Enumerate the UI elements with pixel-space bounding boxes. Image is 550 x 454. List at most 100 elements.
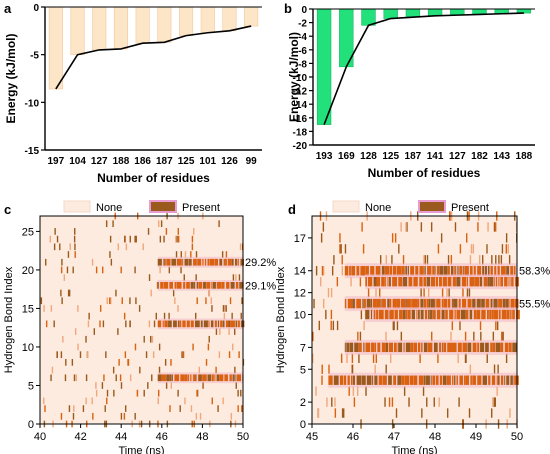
hbond-event [506, 375, 510, 385]
hbond-event [372, 298, 377, 309]
hbond-event [117, 328, 119, 335]
hbond-event [211, 305, 213, 312]
hbond-event [237, 320, 240, 328]
hbond-event [448, 287, 450, 298]
hbond-event [312, 331, 314, 342]
hbond-event [61, 297, 63, 305]
hbond-event [222, 320, 225, 328]
hbond-event [491, 309, 494, 320]
x-tick-label: 48 [429, 431, 441, 443]
bar [222, 6, 237, 32]
hbond-event [380, 298, 382, 309]
hbond-event [497, 364, 499, 374]
hbond-event [207, 374, 212, 382]
hbond-event [198, 281, 203, 289]
hbond-event [401, 375, 405, 385]
hbond-event [356, 386, 359, 396]
hbond-event [176, 258, 182, 266]
hbond-event [388, 342, 394, 353]
hbond-event [163, 312, 166, 320]
hbond-event [501, 331, 503, 342]
hbond-event [177, 235, 180, 243]
hbond-event [92, 412, 94, 420]
hbond-event [106, 389, 109, 397]
hbond-event [350, 277, 352, 287]
hbond-event [459, 266, 463, 276]
hbond-event [50, 305, 53, 312]
hbond-event [419, 266, 424, 276]
hbond-event [211, 374, 214, 382]
hbond-event [157, 320, 162, 328]
hbond-event [315, 266, 318, 276]
hbond-event [147, 228, 150, 235]
hbond-event [224, 374, 228, 382]
hbond-event [465, 375, 469, 385]
hbond-event [423, 342, 427, 353]
x-tick-label: 47 [388, 431, 400, 443]
hbond-event [61, 258, 63, 266]
hbond-event [347, 298, 353, 309]
hbond-event [510, 298, 515, 309]
hbond-event [500, 342, 504, 353]
hbond-event [423, 298, 427, 309]
hbond-event [190, 374, 192, 382]
hbond-event [426, 255, 429, 265]
hbond-event [241, 297, 243, 305]
hbond-event [432, 309, 436, 320]
x-tick-label: 44 [115, 431, 127, 443]
hbond-event [372, 375, 374, 385]
hbond-event [230, 412, 233, 420]
hbond-event [110, 297, 112, 305]
x-tick-label: 45 [306, 431, 318, 443]
hbond-event [322, 298, 325, 309]
hbond-event [228, 351, 231, 359]
hbond-event [495, 342, 501, 353]
hbond-event [409, 375, 414, 385]
hbond-event [392, 320, 395, 331]
hbond-event [321, 364, 323, 374]
hbond-event [424, 255, 426, 265]
hbond-event [427, 287, 430, 298]
hbond-event [113, 389, 115, 397]
x-tick-label: 143 [493, 151, 510, 162]
hbond-event [510, 266, 514, 276]
hbond-event [77, 305, 79, 312]
hbond-event [393, 375, 397, 385]
hbond-event [402, 255, 405, 265]
hbond-event [491, 375, 496, 385]
hbond-event [483, 277, 488, 287]
hbond-event [124, 351, 127, 359]
hbond-event [169, 374, 172, 382]
hbond-event [454, 375, 456, 385]
hbond-event [54, 228, 56, 235]
hbond-event [411, 298, 413, 309]
hbond-event [405, 309, 408, 320]
hbond-event [370, 298, 373, 309]
hbond-event [341, 255, 343, 265]
hbond-event [327, 287, 330, 298]
hbond-event [423, 277, 426, 287]
hbond-event [487, 309, 489, 320]
hbond-event [351, 364, 354, 374]
hbond-event [53, 243, 56, 251]
hbond-event [397, 375, 402, 385]
legend-label-none: None [365, 202, 391, 214]
hbond-event [317, 408, 320, 418]
hbond-event [225, 320, 229, 328]
hbond-event [85, 397, 87, 405]
hbond-event [166, 374, 170, 382]
hbond-event [367, 277, 373, 287]
hbond-event [476, 298, 481, 309]
hbond-event [472, 375, 476, 385]
x-tick-label: 125 [382, 151, 399, 162]
hbond-event [56, 351, 58, 359]
hbond-event [472, 342, 477, 353]
hbond-event [370, 309, 373, 320]
bar [48, 6, 63, 90]
hbond-event [430, 375, 432, 385]
hbond-event [158, 343, 161, 351]
legend-swatch-none [63, 200, 91, 213]
hbond-event [405, 298, 407, 309]
hbond-event [375, 353, 378, 363]
x-tick-label: 126 [221, 156, 238, 167]
